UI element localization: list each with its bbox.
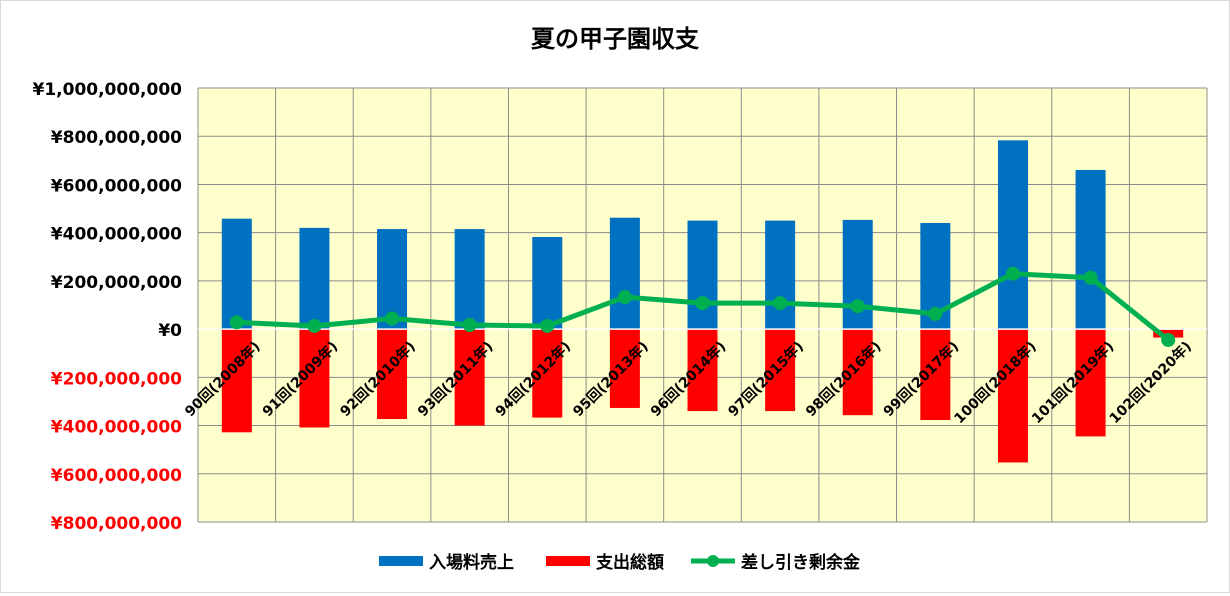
line-point-0-5 — [617, 290, 632, 305]
bar-1-2 — [377, 329, 408, 420]
legend-label-1: 支出総額 — [596, 552, 664, 573]
bar-1-10 — [997, 329, 1028, 463]
chart-title: 夏の甲子園収支 — [531, 25, 700, 53]
line-point-0-10 — [1005, 266, 1020, 281]
y-tick-label-0: ¥1,000,000,000 — [33, 80, 183, 100]
legend-swatch-1 — [546, 556, 590, 566]
bar-0-4 — [532, 237, 563, 330]
line-point-0-4 — [540, 318, 555, 333]
y-tick-label-8: ¥600,000,000 — [51, 466, 182, 486]
line-point-0-11 — [1083, 270, 1098, 285]
line-point-0-0 — [229, 315, 244, 330]
bar-1-5 — [609, 329, 640, 408]
legend-swatch-0 — [379, 556, 423, 566]
line-point-0-9 — [928, 306, 943, 321]
y-tick-label-6: ¥200,000,000 — [51, 369, 182, 389]
bar-0-0 — [221, 218, 252, 330]
bar-1-11 — [1075, 329, 1106, 437]
bar-1-1 — [299, 329, 330, 428]
y-tick-label-1: ¥800,000,000 — [51, 128, 182, 148]
bar-0-5 — [609, 217, 640, 330]
line-marks — [229, 266, 1176, 347]
bar-0-10 — [997, 140, 1028, 330]
y-tick-label-3: ¥400,000,000 — [51, 225, 182, 245]
bar-0-7 — [765, 220, 796, 330]
line-point-0-2 — [385, 311, 400, 326]
legend-marker-2 — [707, 555, 719, 567]
bar-1-7 — [765, 329, 796, 412]
bar-1-0 — [221, 329, 252, 433]
line-point-0-7 — [773, 296, 788, 311]
y-tick-label-7: ¥400,000,000 — [51, 418, 182, 438]
y-tick-label-2: ¥600,000,000 — [51, 176, 182, 196]
y-tick-label-9: ¥800,000,000 — [51, 514, 182, 534]
bar-1-8 — [842, 329, 873, 416]
bar-1-6 — [687, 329, 718, 412]
y-axis: ¥1,000,000,000 ¥800,000,000 ¥600,000,000 ¥4… — [33, 80, 183, 534]
line-point-0-8 — [850, 299, 865, 314]
bar-0-3 — [454, 229, 485, 330]
bar-1-9 — [920, 329, 951, 421]
legend-label-0: 入場料売上 — [429, 552, 514, 573]
line-point-0-1 — [307, 318, 322, 333]
line-point-0-3 — [462, 318, 477, 333]
line-point-0-6 — [695, 296, 710, 311]
y-tick-label-5: ¥0 — [158, 321, 182, 341]
bar-0-6 — [687, 220, 718, 330]
grid-lines — [197, 87, 1208, 523]
legend: 入場料売上 支出総額 差し引き剰余金 — [379, 552, 861, 573]
line-point-0-12 — [1161, 332, 1176, 347]
y-tick-label-4: ¥200,000,000 — [51, 273, 182, 293]
bar-1-4 — [532, 329, 563, 418]
bar-marks — [198, 140, 1207, 463]
bar-1-3 — [454, 329, 485, 426]
bar-0-11 — [1075, 169, 1106, 330]
legend-label-2: 差し引き剰余金 — [741, 552, 861, 573]
bar-0-1 — [299, 227, 330, 330]
